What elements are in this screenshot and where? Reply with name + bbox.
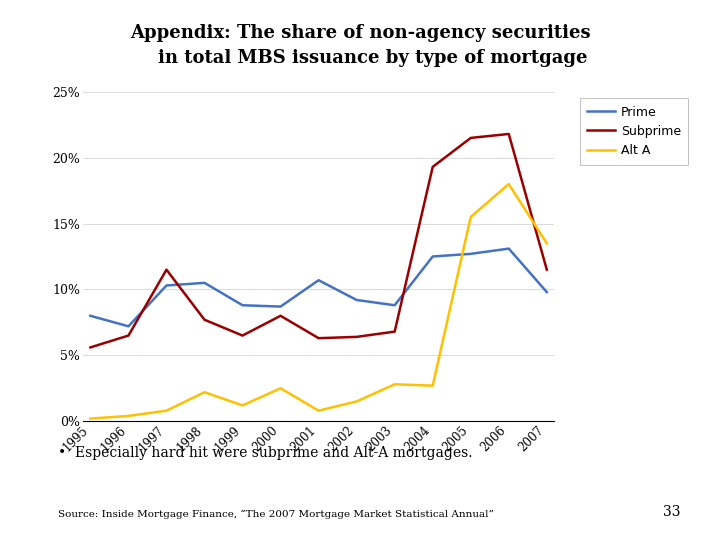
Subprime — [505, 131, 513, 137]
Subprime — [542, 266, 551, 273]
Alt A — [390, 381, 399, 388]
Alt A — [542, 240, 551, 247]
Prime — [390, 302, 399, 308]
Prime — [542, 289, 551, 295]
Prime — [86, 313, 95, 319]
Text: in total MBS issuance by type of mortgage: in total MBS issuance by type of mortgag… — [132, 49, 588, 66]
Subprime — [276, 313, 285, 319]
Subprime — [86, 344, 95, 350]
Line: Alt A: Alt A — [91, 184, 546, 418]
Prime — [200, 280, 209, 286]
Alt A — [315, 407, 323, 414]
Alt A — [86, 415, 95, 422]
Prime — [238, 302, 247, 308]
Alt A — [124, 413, 132, 419]
Prime — [315, 277, 323, 284]
Alt A — [238, 402, 247, 409]
Subprime — [315, 335, 323, 341]
Alt A — [505, 181, 513, 187]
Prime — [352, 297, 361, 303]
Subprime — [428, 164, 437, 170]
Subprime — [238, 332, 247, 339]
Line: Subprime: Subprime — [91, 134, 546, 347]
Subprime — [124, 332, 132, 339]
Alt A — [352, 398, 361, 404]
Legend: Prime, Subprime, Alt A: Prime, Subprime, Alt A — [580, 98, 688, 165]
Subprime — [467, 134, 475, 141]
Text: 33: 33 — [663, 505, 680, 519]
Prime — [467, 251, 475, 257]
Prime — [276, 303, 285, 310]
Subprime — [352, 334, 361, 340]
Prime — [162, 282, 171, 289]
Subprime — [200, 316, 209, 323]
Prime — [505, 245, 513, 252]
Text: •  Especially hard hit were subprime and Alt-A mortgages.: • Especially hard hit were subprime and … — [58, 446, 472, 460]
Alt A — [200, 389, 209, 395]
Subprime — [390, 328, 399, 335]
Subprime — [162, 266, 171, 273]
Prime — [428, 253, 437, 260]
Alt A — [428, 382, 437, 389]
Line: Prime: Prime — [91, 248, 546, 326]
Alt A — [162, 407, 171, 414]
Prime — [124, 323, 132, 329]
Alt A — [276, 385, 285, 392]
Text: Source: Inside Mortgage Finance, “The 2007 Mortgage Market Statistical Annual”: Source: Inside Mortgage Finance, “The 20… — [58, 510, 493, 519]
Text: Appendix: The share of non-agency securities: Appendix: The share of non-agency securi… — [130, 24, 590, 42]
Alt A — [467, 214, 475, 220]
